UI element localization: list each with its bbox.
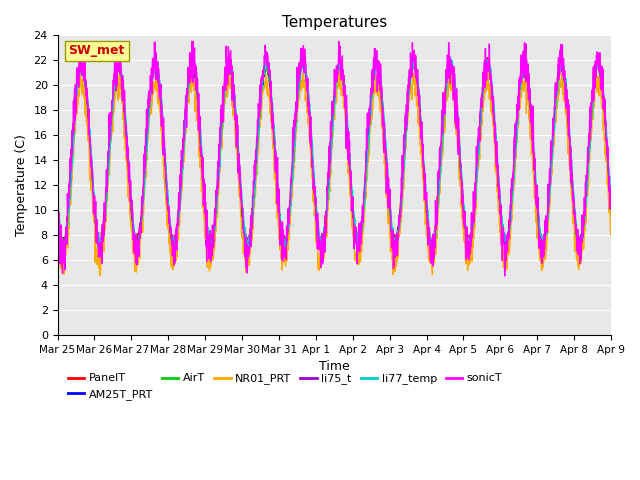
PanelT bbox=[427, 248, 435, 253]
AirT bbox=[365, 132, 372, 138]
NR01_PRT bbox=[556, 82, 564, 88]
li77_temp bbox=[607, 200, 615, 206]
sonicT bbox=[188, 38, 196, 44]
AirT bbox=[470, 220, 477, 226]
PanelT bbox=[607, 206, 615, 212]
li77_temp bbox=[54, 206, 61, 212]
li77_temp bbox=[540, 238, 548, 243]
PanelT bbox=[607, 204, 614, 210]
PanelT bbox=[594, 50, 602, 56]
sonicT bbox=[469, 218, 477, 224]
li77_temp bbox=[556, 66, 564, 72]
Line: PanelT: PanelT bbox=[58, 53, 611, 251]
AM25T_PRT bbox=[470, 222, 477, 228]
AM25T_PRT bbox=[365, 130, 373, 135]
NR01_PRT bbox=[607, 226, 615, 231]
AM25T_PRT bbox=[556, 62, 564, 68]
Y-axis label: Temperature (C): Temperature (C) bbox=[15, 134, 28, 236]
AirT bbox=[556, 64, 564, 70]
NR01_PRT bbox=[540, 247, 548, 253]
li77_temp bbox=[392, 246, 399, 252]
PanelT bbox=[540, 236, 548, 242]
NR01_PRT bbox=[307, 150, 314, 156]
li75_t bbox=[299, 54, 307, 60]
Line: sonicT: sonicT bbox=[58, 41, 611, 276]
sonicT bbox=[540, 231, 548, 237]
li75_t bbox=[607, 204, 615, 210]
AirT bbox=[607, 212, 615, 217]
li75_t bbox=[60, 244, 68, 250]
AM25T_PRT bbox=[225, 58, 233, 63]
sonicT bbox=[365, 111, 372, 117]
li77_temp bbox=[307, 117, 314, 122]
li77_temp bbox=[470, 223, 477, 229]
Line: li77_temp: li77_temp bbox=[58, 58, 611, 249]
sonicT bbox=[607, 192, 615, 198]
Line: AirT: AirT bbox=[58, 61, 611, 252]
li75_t bbox=[556, 61, 564, 67]
AirT bbox=[54, 207, 61, 213]
li75_t bbox=[365, 123, 373, 129]
Text: SW_met: SW_met bbox=[68, 44, 125, 57]
sonicT bbox=[501, 273, 509, 279]
NR01_PRT bbox=[54, 220, 61, 226]
li77_temp bbox=[607, 200, 614, 206]
li75_t bbox=[607, 202, 614, 208]
NR01_PRT bbox=[96, 273, 104, 278]
li75_t bbox=[54, 208, 61, 214]
NR01_PRT bbox=[225, 65, 233, 71]
PanelT bbox=[365, 132, 372, 138]
AirT bbox=[354, 249, 362, 254]
Title: Temperatures: Temperatures bbox=[282, 15, 387, 30]
sonicT bbox=[307, 139, 314, 145]
sonicT bbox=[607, 203, 614, 208]
AM25T_PRT bbox=[54, 211, 61, 217]
li75_t bbox=[470, 212, 477, 218]
li75_t bbox=[540, 235, 548, 241]
sonicT bbox=[556, 48, 564, 53]
AM25T_PRT bbox=[540, 236, 548, 241]
Legend: PanelT, AM25T_PRT, AirT, NR01_PRT, li75_t, li77_temp, sonicT: PanelT, AM25T_PRT, AirT, NR01_PRT, li75_… bbox=[63, 369, 507, 404]
PanelT bbox=[54, 208, 61, 214]
NR01_PRT bbox=[607, 232, 614, 238]
Line: li75_t: li75_t bbox=[58, 57, 611, 247]
PanelT bbox=[306, 120, 314, 125]
AM25T_PRT bbox=[244, 247, 252, 253]
li75_t bbox=[307, 127, 314, 133]
X-axis label: Time: Time bbox=[319, 360, 349, 373]
NR01_PRT bbox=[365, 131, 373, 137]
Line: NR01_PRT: NR01_PRT bbox=[58, 68, 611, 276]
Line: AM25T_PRT: AM25T_PRT bbox=[58, 60, 611, 250]
AirT bbox=[306, 121, 314, 127]
NR01_PRT bbox=[470, 228, 477, 233]
AirT bbox=[373, 59, 381, 64]
li77_temp bbox=[300, 55, 308, 60]
PanelT bbox=[469, 221, 477, 227]
li77_temp bbox=[365, 140, 372, 145]
AM25T_PRT bbox=[307, 122, 314, 128]
AM25T_PRT bbox=[607, 201, 614, 207]
AM25T_PRT bbox=[607, 204, 615, 210]
AirT bbox=[607, 205, 614, 211]
sonicT bbox=[54, 208, 61, 214]
AirT bbox=[540, 239, 548, 245]
PanelT bbox=[556, 58, 564, 63]
